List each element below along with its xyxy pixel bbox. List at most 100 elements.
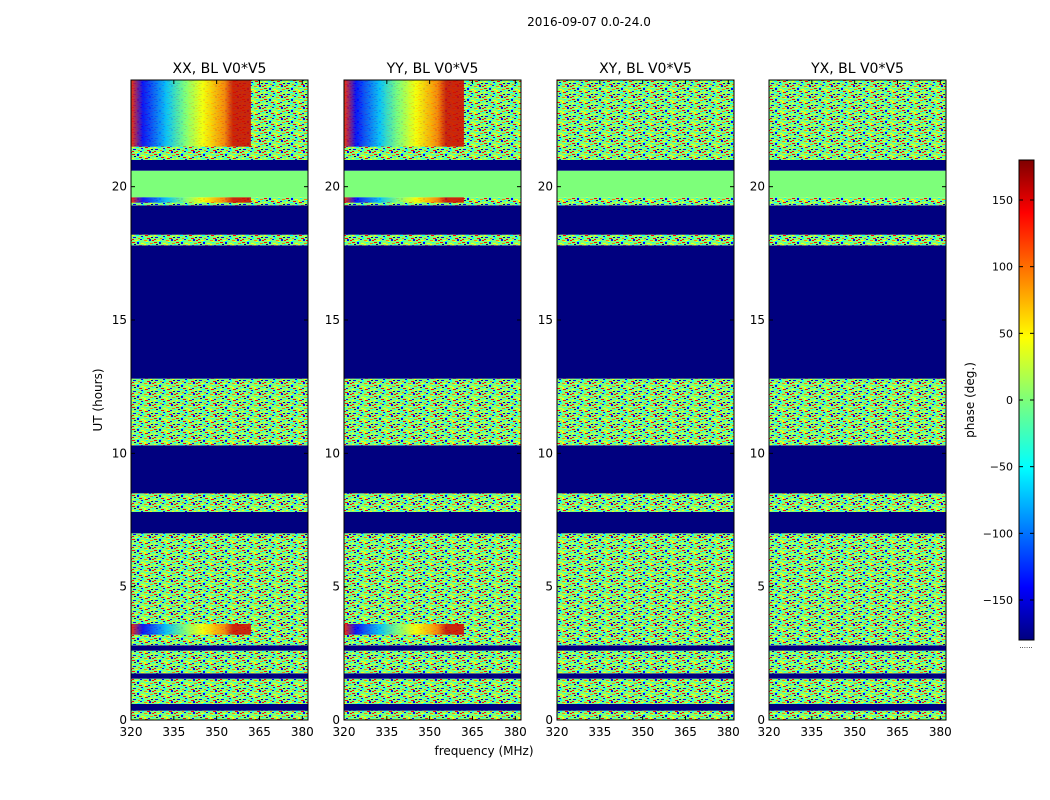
- segment-noise: [769, 533, 946, 646]
- y-axis-label: UT (hours): [91, 368, 105, 431]
- phase-gradient-band: [131, 80, 251, 147]
- colorbar-tick-label: −50: [990, 461, 1013, 474]
- segment-noise: [769, 650, 946, 674]
- panel-title: XX, BL V0*V5: [173, 61, 267, 77]
- segment-zero_phase: [131, 170, 308, 198]
- y-tick-label: 15: [112, 313, 127, 327]
- y-tick-label: 0: [545, 713, 553, 727]
- segment-flagged: [131, 160, 308, 171]
- segment-noise: [131, 710, 308, 720]
- segment-noise: [344, 710, 521, 720]
- segment-flagged: [557, 645, 734, 651]
- segment-flagged: [769, 245, 946, 379]
- segment-noise: [557, 650, 734, 674]
- y-tick-label: 5: [545, 580, 553, 594]
- segment-noise: [769, 378, 946, 446]
- y-tick-label: 5: [757, 580, 765, 594]
- segment-noise: [344, 650, 521, 674]
- segment-flagged: [769, 704, 946, 711]
- segment-noise: [557, 493, 734, 512]
- segment-flagged: [769, 512, 946, 534]
- segment-flagged: [557, 445, 734, 494]
- y-tick-label: 10: [750, 446, 765, 460]
- y-tick-label: 5: [119, 580, 127, 594]
- segment-flagged: [344, 245, 521, 379]
- segment-zero_phase: [344, 170, 521, 198]
- y-tick-label: 10: [112, 446, 127, 460]
- x-tick-label: 335: [800, 725, 823, 739]
- segment-noise: [344, 493, 521, 512]
- segment-flagged: [344, 673, 521, 679]
- x-tick-label: 350: [631, 725, 654, 739]
- panel-title: XY, BL V0*V5: [599, 61, 692, 77]
- y-tick-label: 10: [538, 446, 553, 460]
- x-tick-label: 380: [929, 725, 952, 739]
- segment-flagged: [769, 160, 946, 171]
- segment-noise: [131, 234, 308, 246]
- phase-gradient-band: [131, 197, 251, 203]
- y-tick-label: 0: [119, 713, 127, 727]
- segment-flagged: [769, 673, 946, 679]
- segment-flagged: [344, 205, 521, 235]
- phase-gradient-band: [131, 624, 251, 635]
- colorbar-tick-label: −150: [983, 594, 1013, 607]
- x-tick-label: 365: [886, 725, 909, 739]
- panel-frame: [130, 79, 309, 721]
- x-tick-label: 320: [120, 725, 143, 739]
- segment-noise: [769, 80, 946, 160]
- segment-noise: [769, 710, 946, 720]
- y-tick-label: 15: [538, 313, 553, 327]
- panel-frame: [343, 79, 522, 721]
- x-tick-label: 335: [162, 725, 185, 739]
- segment-flagged: [131, 245, 308, 379]
- colorbar-tick-label: −100: [983, 527, 1013, 540]
- segment-flagged: [344, 704, 521, 711]
- segment-flagged: [557, 512, 734, 534]
- panel-title: YY, BL V0*V5: [386, 61, 479, 77]
- x-tick-label: 350: [205, 725, 228, 739]
- y-tick-label: 15: [325, 313, 340, 327]
- panel-2: YY, BL V0*V5 320 335 350 365 380 0 5 10 15 20: [325, 61, 527, 739]
- colorbar-tick-label: 50: [999, 327, 1013, 340]
- segment-flagged: [769, 205, 946, 235]
- colorbar-tick-label: 0: [1006, 394, 1013, 407]
- segment-zero_phase: [769, 170, 946, 198]
- x-tick-label: 380: [291, 725, 314, 739]
- panel-3: XY, BL V0*V5 320 335 350 365 380 0 5 10 15 20: [538, 61, 740, 739]
- segment-noise: [557, 378, 734, 446]
- segment-noise: [769, 197, 946, 206]
- segment-flagged: [131, 645, 308, 651]
- x-tick-label: 335: [375, 725, 398, 739]
- x-tick-label: 365: [461, 725, 484, 739]
- segment-flagged: [769, 645, 946, 651]
- y-tick-label: 20: [750, 180, 765, 194]
- segment-flagged: [131, 445, 308, 494]
- panel-frame: [556, 79, 735, 721]
- x-tick-label: 320: [333, 725, 356, 739]
- segment-noise: [344, 678, 521, 704]
- colorbar-tick-label: 100: [992, 261, 1013, 274]
- segment-noise: [557, 80, 734, 160]
- figure-title: 2016-09-07 0.0-24.0: [527, 15, 651, 29]
- segment-flagged: [557, 205, 734, 235]
- colorbar-ticks: 150 100 50 0 −50 −100 −150: [983, 194, 1034, 607]
- y-tick-label: 0: [332, 713, 340, 727]
- segment-noise: [769, 493, 946, 512]
- segment-flagged: [344, 512, 521, 534]
- x-tick-label: 380: [504, 725, 527, 739]
- x-tick-label: 320: [546, 725, 569, 739]
- segment-flagged: [344, 160, 521, 171]
- segment-noise: [557, 533, 734, 646]
- segment-noise: [557, 197, 734, 206]
- colorbar-tick-label: 150: [992, 194, 1013, 207]
- colorbar-label: phase (deg.): [963, 362, 977, 438]
- segment-flagged: [557, 160, 734, 171]
- segment-flagged: [557, 704, 734, 711]
- x-tick-label: 365: [674, 725, 697, 739]
- phase-gradient-band: [344, 197, 464, 203]
- segment-noise: [131, 650, 308, 674]
- segment-noise: [769, 678, 946, 704]
- x-tick-label: 320: [758, 725, 781, 739]
- segment-flagged: [769, 445, 946, 494]
